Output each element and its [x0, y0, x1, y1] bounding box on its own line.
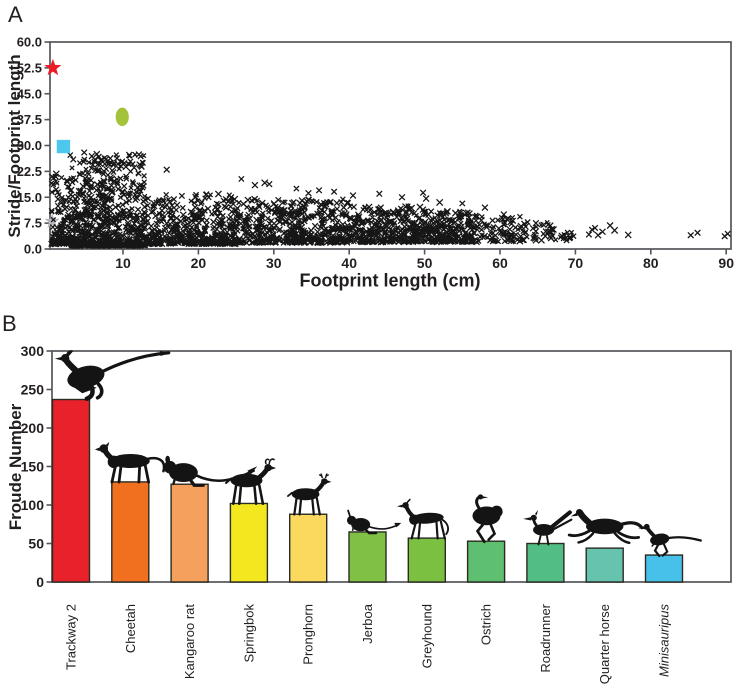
category-label-quarter-horse: Quarter horse — [597, 604, 612, 684]
category-label-springbok: Springbok — [241, 604, 256, 663]
panel-b-label: B — [2, 311, 17, 336]
x-tick-label: 60 — [492, 255, 508, 271]
bar-pronghorn — [289, 513, 328, 583]
x-tick-label: 30 — [266, 255, 282, 271]
panel-a-x-ticks: 10 20 30 40 50 60 70 80 90 — [115, 249, 734, 271]
panel-a-label: A — [8, 2, 23, 27]
bar-trackway-2 — [51, 398, 91, 583]
bar-quarter-horse — [585, 547, 624, 583]
x-tick-label: 10 — [115, 255, 131, 271]
y-tick-label: 0.0 — [24, 242, 42, 257]
y-tick-label: 37.5 — [17, 112, 42, 127]
bar-springbok — [229, 502, 269, 583]
pronghorn-icon — [287, 473, 332, 516]
panel-b-y-axis-title: Froude Number — [6, 403, 25, 531]
cheetah-icon — [94, 441, 166, 484]
category-label-greyhound: Greyhound — [419, 604, 434, 668]
bar-kangaroo-rat — [170, 483, 209, 583]
y-tick-label: 300 — [21, 343, 45, 359]
panel-a-y-axis-title: Stride/Footprint length — [5, 54, 24, 238]
cyan-square-marker — [56, 139, 71, 154]
y-tick-label: 22.5 — [17, 164, 42, 179]
y-tick-label: 150 — [21, 459, 45, 475]
panel-a-y-ticks: 0.0 7.5 15.0 22.5 30.0 37.5 45.0 52.5 60.0 — [17, 35, 50, 257]
horse-icon — [567, 508, 644, 545]
scatter-x-marks — [48, 149, 731, 250]
category-label-pronghorn: Pronghorn — [301, 604, 316, 665]
panel-b-y-ticks: 0 50 100 150 200 250 300 — [21, 343, 52, 590]
category-label-cheetah: Cheetah — [123, 604, 138, 653]
bar-greyhound — [407, 537, 446, 583]
y-tick-label: 7.5 — [24, 216, 42, 231]
y-tick-label: 0 — [36, 574, 44, 590]
category-label-kangaroo-rat: Kangaroo rat — [182, 604, 197, 680]
x-tick-label: 40 — [341, 255, 357, 271]
category-labels: Trackway 2 Cheetah Kangaroo rat Springbok Pr… — [64, 603, 672, 684]
x-tick-label: 80 — [643, 255, 659, 271]
x-tick-label: 20 — [191, 255, 207, 271]
category-label-roadrunner: Roadrunner — [538, 603, 553, 672]
y-tick-label: 30.0 — [17, 138, 42, 153]
y-tick-label: 60.0 — [17, 35, 42, 50]
springbok-icon — [225, 458, 277, 505]
bar-roadrunner — [526, 542, 565, 583]
jerboa-icon — [346, 509, 402, 535]
y-tick-label: 52.5 — [17, 60, 42, 75]
bar-cheetah — [111, 481, 150, 583]
y-tick-label: 250 — [21, 382, 45, 398]
y-tick-label: 45.0 — [17, 86, 42, 101]
bar-jerboa — [348, 531, 387, 583]
red-star-marker — [44, 58, 62, 76]
x-tick-label: 90 — [718, 255, 734, 271]
category-label-ostrich: Ostrich — [479, 604, 494, 645]
x-tick-label: 70 — [568, 255, 584, 271]
roadrunner-icon — [523, 509, 573, 546]
bar-ostrich — [466, 540, 506, 583]
panel-a-frame — [49, 41, 732, 250]
olive-ellipse-marker — [115, 107, 129, 127]
y-tick-label: 200 — [21, 420, 45, 436]
category-label-trackway-2: Trackway 2 — [64, 604, 79, 670]
y-tick-label: 100 — [21, 497, 45, 513]
y-tick-label: 50 — [28, 536, 44, 552]
ostrich-icon — [472, 494, 503, 544]
bars — [51, 398, 684, 583]
bar-minisauripus — [644, 554, 684, 583]
greyhound-icon — [396, 498, 450, 540]
feathered-dinosaur-icon — [54, 350, 171, 401]
kangaroo-rat-icon — [163, 455, 258, 487]
panel-a-x-axis-title: Footprint length (cm) — [299, 270, 481, 291]
category-label-jerboa: Jerboa — [360, 603, 375, 644]
y-tick-label: 15.0 — [17, 190, 42, 205]
category-label-minisauripus: Minisauripus — [657, 604, 672, 677]
panel-b-frame — [51, 350, 732, 583]
minisauripus-icon — [638, 523, 702, 558]
x-tick-label: 50 — [417, 255, 433, 271]
